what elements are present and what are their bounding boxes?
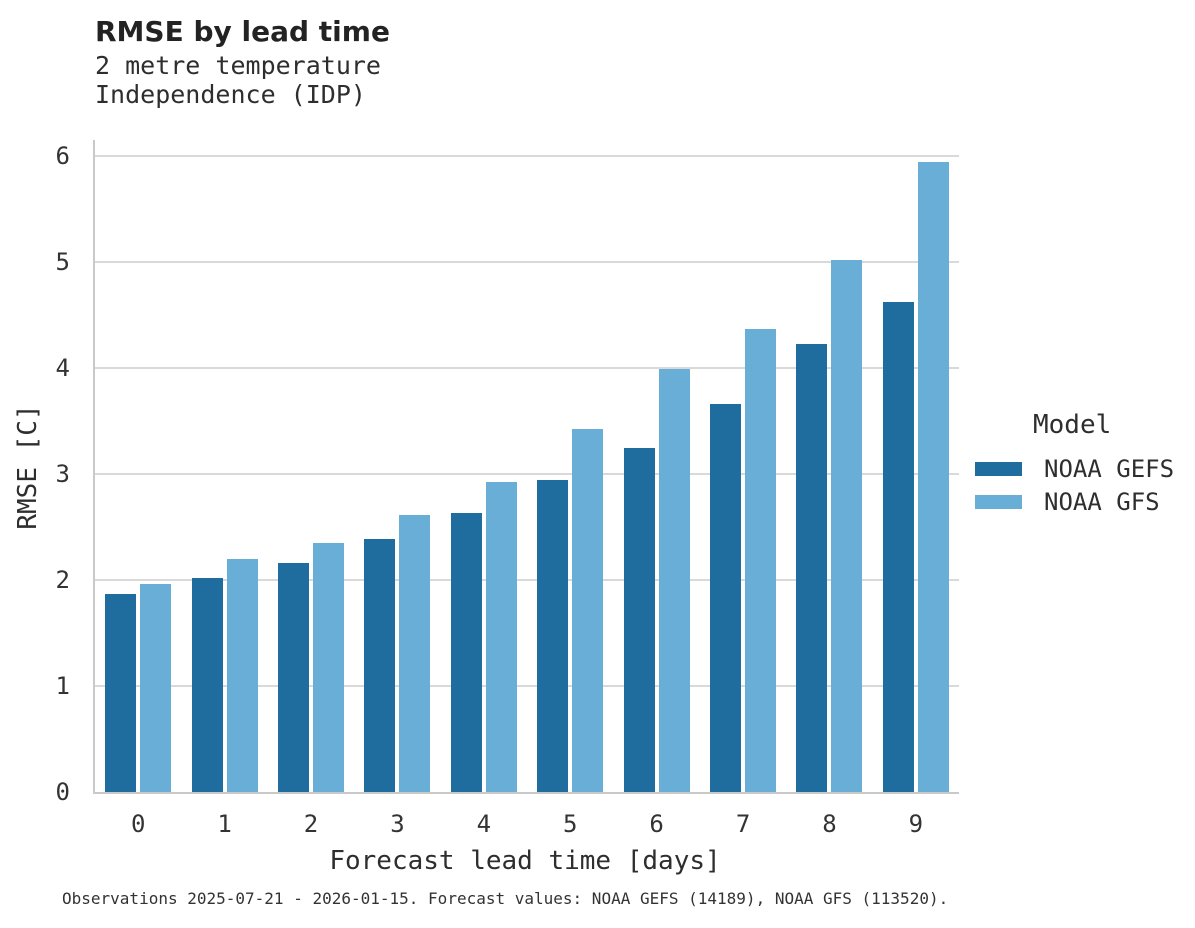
gridline-y-2 <box>95 579 959 581</box>
bar-group-2: 2 <box>268 140 354 838</box>
x-tick-label-3: 3 <box>390 810 405 838</box>
y-tick-label-3: 3 <box>55 460 70 488</box>
x-tick-label-8: 8 <box>822 810 837 838</box>
legend-swatch-noaa-gfs <box>975 494 1022 509</box>
gridline-y-1 <box>95 685 959 687</box>
bar-group-9: 9 <box>873 140 959 838</box>
bar-noaa-gefs <box>882 302 914 792</box>
y-axis-title: RMSE [C] <box>13 404 43 530</box>
bar-noaa-gfs <box>140 584 172 792</box>
bar-group-4: 4 <box>441 140 527 838</box>
legend-swatch-noaa-gefs <box>975 461 1022 476</box>
bar-noaa-gfs <box>572 429 604 792</box>
x-tick-label-0: 0 <box>130 810 146 838</box>
x-tick-label-4: 4 <box>476 810 492 838</box>
bar-noaa-gefs <box>623 447 655 792</box>
legend: Model NOAA GEFS NOAA GFS <box>975 410 1174 518</box>
bar-noaa-gfs <box>313 542 345 792</box>
gridline-y-6 <box>95 155 959 157</box>
legend-label: NOAA GFS <box>1044 487 1160 516</box>
bar-noaa-gfs <box>485 482 517 792</box>
legend-row-noaa-gefs: NOAA GEFS <box>975 452 1174 485</box>
gridline-y-3 <box>95 473 959 475</box>
y-tick-label-1: 1 <box>55 672 70 700</box>
bar-group-3: 3 <box>354 140 440 838</box>
y-tick-label-2: 2 <box>55 566 70 594</box>
bar-noaa-gefs <box>796 343 828 792</box>
x-tick-label-6: 6 <box>649 810 664 838</box>
bar-group-8: 8 <box>786 140 872 838</box>
bars-layer: 0 1 2 3 4 5 6 7 8 9 <box>95 140 959 838</box>
subtitle-line-1: 2 metre temperature <box>95 51 381 80</box>
legend-row-noaa-gfs: NOAA GFS <box>975 485 1174 518</box>
y-tick-label-4: 4 <box>55 354 70 382</box>
x-tick-label-9: 9 <box>908 810 924 838</box>
x-tick-label-5: 5 <box>563 810 578 838</box>
bar-noaa-gefs <box>710 404 742 792</box>
gridline-y-4 <box>95 367 959 369</box>
bar-noaa-gfs <box>745 328 777 792</box>
bar-noaa-gfs <box>831 259 863 792</box>
y-tick-label-6: 6 <box>55 142 70 170</box>
legend-label: NOAA GEFS <box>1044 454 1175 483</box>
x-tick-label-1: 1 <box>217 810 232 838</box>
bar-noaa-gfs <box>399 515 431 792</box>
bar-noaa-gfs <box>917 162 949 792</box>
bar-noaa-gefs <box>450 513 482 792</box>
bar-group-7: 7 <box>700 140 786 838</box>
chart-subtitle: 2 metre temperature Independence (IDP) <box>95 51 381 109</box>
chart-title: RMSE by lead time <box>95 15 390 48</box>
bar-noaa-gefs <box>278 563 310 792</box>
x-tick-label-7: 7 <box>735 810 751 838</box>
bar-noaa-gefs <box>364 538 396 792</box>
x-tick-label-2: 2 <box>303 810 319 838</box>
gridline-y-5 <box>95 261 959 263</box>
legend-title: Model <box>1033 410 1112 440</box>
y-tick-label-0: 0 <box>55 778 70 806</box>
y-tick-label-5: 5 <box>55 248 70 276</box>
bar-group-5: 5 <box>527 140 613 838</box>
bar-group-1: 1 <box>181 140 267 838</box>
plot-area: 0 1 2 3 4 5 6 7 8 9 0 1 2 3 4 5 6 <box>56 140 959 838</box>
subtitle-line-2: Independence (IDP) <box>95 80 366 109</box>
x-axis-title: Forecast lead time [days] <box>329 846 721 876</box>
bar-group-6: 6 <box>613 140 699 838</box>
bar-noaa-gefs <box>105 593 137 792</box>
bar-noaa-gfs <box>226 558 258 792</box>
bar-group-0: 0 <box>95 140 181 838</box>
bar-noaa-gefs <box>537 480 569 792</box>
bar-noaa-gefs <box>191 577 223 792</box>
legend-rows: NOAA GEFS NOAA GFS <box>975 452 1174 518</box>
bar-noaa-gfs <box>658 369 690 792</box>
footer-caption: Observations 2025-07-21 - 2026-01-15. Fo… <box>62 889 949 908</box>
